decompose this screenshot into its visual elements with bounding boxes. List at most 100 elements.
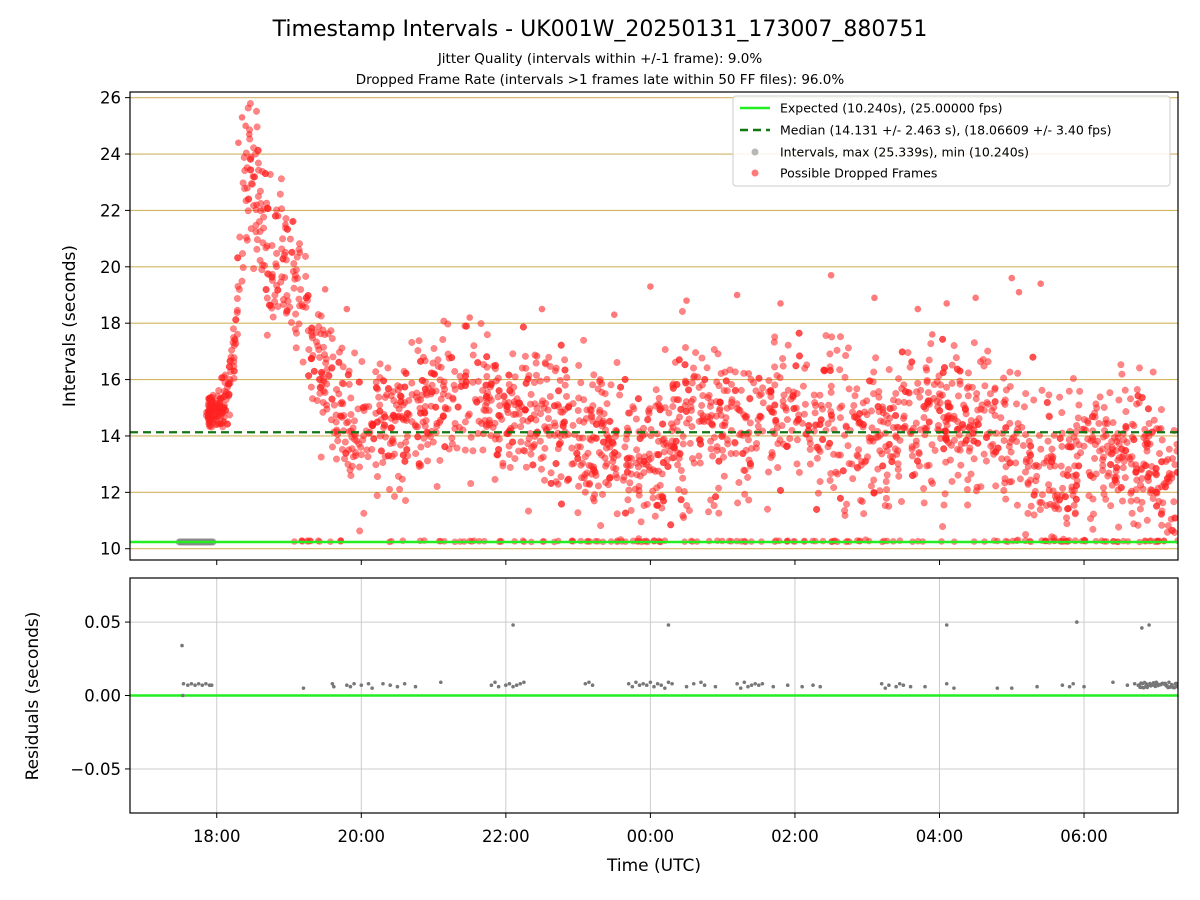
dropped-frame-point	[283, 307, 291, 315]
dropped-frame-point	[916, 426, 924, 434]
residual-point	[193, 683, 197, 688]
dropped-frame-point	[1091, 441, 1099, 449]
dropped-frame-point	[563, 374, 571, 382]
residual-point	[590, 683, 595, 688]
dropped-frame-point	[830, 484, 838, 492]
dropped-frame-point	[599, 438, 608, 446]
dropped-frame-point	[679, 474, 687, 482]
dropped-frame-point	[740, 369, 748, 377]
dropped-frame-point	[413, 423, 422, 431]
dropped-frame-point	[515, 447, 523, 455]
dropped-frame-point	[908, 358, 916, 366]
dropped-frame-point	[914, 379, 922, 387]
residual-point	[359, 683, 364, 688]
dropped-frame-point	[1062, 514, 1071, 522]
dropped-frame-point	[473, 398, 481, 406]
dropped-frame-point	[647, 432, 655, 440]
intervals-y-tick-label: 14	[100, 427, 121, 446]
dropped-frame-point	[857, 496, 865, 504]
dropped-frame-point	[836, 366, 844, 374]
dropped-frame-point	[530, 443, 538, 451]
dropped-frame-point	[397, 441, 405, 449]
dropped-frame-point	[524, 507, 533, 515]
dropped-frame-point	[908, 472, 917, 480]
dropped-frame-point	[531, 351, 539, 359]
dropped-frame-point	[428, 381, 436, 389]
dropped-frame-point	[332, 455, 341, 463]
dropped-frame-point	[399, 451, 407, 459]
dropped-frame-point	[908, 427, 916, 435]
dropped-frame-point	[647, 454, 655, 462]
dropped-frame-point	[414, 347, 422, 355]
dropped-frame-point	[930, 394, 938, 402]
dropped-frame-point	[745, 496, 753, 504]
dropped-frame-point	[782, 404, 790, 412]
dropped-frame-point	[850, 401, 858, 410]
dropped-frame-point	[883, 471, 891, 479]
intervals-x-ticks	[216, 560, 1085, 565]
dropped-frame-point	[1138, 498, 1146, 506]
dropped-frame-point	[448, 440, 456, 448]
dropped-frame-point	[592, 420, 600, 429]
dropped-frame-point	[375, 393, 383, 401]
dropped-frame-point	[640, 469, 648, 477]
residual-point	[496, 684, 501, 689]
dropped-frame-point	[965, 424, 973, 432]
residual-point	[583, 681, 588, 686]
dropped-frame-point	[555, 440, 563, 448]
dropped-frame-point	[581, 488, 589, 496]
dropped-frame-point	[262, 285, 270, 294]
dropped-frame-point	[741, 490, 749, 498]
dropped-frame-point	[321, 286, 329, 293]
residual-point	[746, 684, 750, 689]
dropped-frame-point	[260, 262, 269, 270]
dropped-frame-point	[360, 509, 368, 517]
chart-subtitle-dropped: Dropped Frame Rate (intervals >1 frames …	[356, 72, 845, 88]
dropped-frame-point	[555, 387, 563, 395]
dropped-frame-point	[682, 407, 690, 415]
dropped-frame-point	[1135, 364, 1144, 372]
dropped-frame-point	[562, 392, 571, 400]
residual-point	[702, 683, 707, 688]
dropped-frame-point	[587, 411, 595, 419]
dropped-frame-point	[1024, 509, 1032, 517]
dropped-frame-point	[537, 454, 545, 462]
dropped-frame-point	[1139, 485, 1147, 493]
dropped-frame-point	[420, 434, 428, 442]
time-tick-label: 02:00	[771, 827, 819, 846]
dropped-frame-point	[253, 245, 261, 253]
dropped-frame-point	[461, 372, 470, 380]
dropped-frame-point	[723, 404, 731, 412]
dropped-frame-point	[292, 329, 300, 337]
legend-dropped-label: Possible Dropped Frames	[780, 166, 937, 181]
dropped-frame-point	[1014, 419, 1022, 428]
dropped-frame-point	[1173, 447, 1178, 455]
dropped-frame-point	[959, 421, 967, 429]
dropped-frame-point	[302, 272, 310, 280]
legend-dropped-swatch	[751, 169, 759, 177]
dropped-frame-point	[870, 476, 878, 484]
dropped-frame-point	[467, 433, 475, 441]
dropped-frame-point	[967, 470, 975, 478]
dropped-frame-point	[524, 440, 532, 448]
dropped-frame-point	[1157, 406, 1165, 414]
dropped-frame-point	[301, 252, 310, 260]
dropped-frame-point	[265, 301, 274, 309]
dropped-frame-point	[956, 380, 964, 388]
dropped-frame-point	[941, 490, 949, 498]
residual-point	[641, 681, 645, 686]
dropped-frame-point	[937, 381, 945, 389]
dropped-frame-point	[424, 440, 432, 449]
dropped-frame-point	[416, 357, 425, 365]
dropped-frame-point	[606, 474, 614, 482]
dropped-frame-point	[698, 401, 706, 409]
dropped-frame-point	[1158, 436, 1166, 444]
residual-point	[196, 681, 201, 686]
dropped-frame-point	[1059, 484, 1067, 492]
time-axis-label: Time (UTC)	[606, 856, 701, 876]
dropped-frame-point	[876, 487, 884, 495]
dropped-frame-point	[1149, 368, 1157, 376]
dropped-frame-point	[952, 354, 960, 362]
dropped-frame-point	[992, 482, 1000, 490]
dropped-frame-point	[1109, 419, 1117, 427]
